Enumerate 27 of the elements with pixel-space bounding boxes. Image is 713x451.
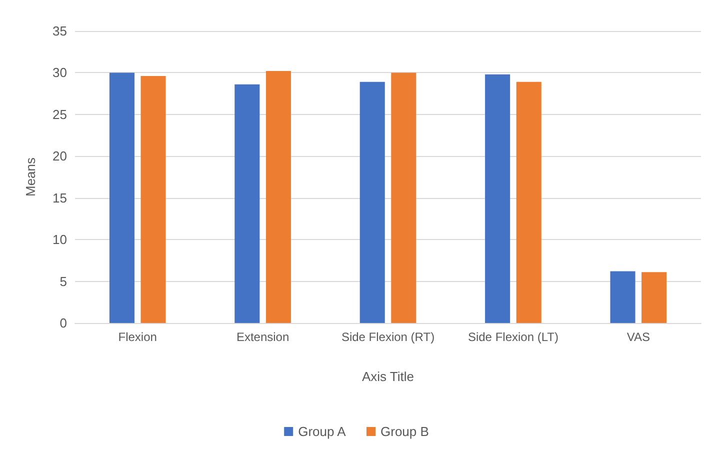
y-tick-label: 35 — [52, 24, 67, 38]
x-tick-label: Side Flexion (LT) — [468, 330, 558, 344]
y-tick-label: 25 — [52, 106, 67, 122]
bar — [516, 82, 542, 323]
bar — [391, 72, 416, 323]
x-axis-title: Axis Title — [362, 369, 414, 384]
bar — [234, 84, 260, 323]
x-tick-label: Flexion — [118, 330, 157, 344]
y-tick-label: 15 — [52, 190, 67, 206]
y-tick-label: 20 — [52, 148, 67, 164]
y-tick-label: 5 — [60, 274, 67, 289]
bar — [266, 71, 291, 323]
bar — [485, 74, 510, 323]
y-tick-label: 0 — [60, 316, 67, 330]
x-tick-label: Extension — [236, 330, 290, 344]
x-tick-label: VAS — [626, 330, 650, 344]
bar — [109, 72, 134, 323]
y-tick-label: 30 — [52, 65, 67, 80]
y-tick-label: 10 — [52, 232, 67, 248]
bar — [642, 272, 667, 323]
legend-label: Group B — [380, 424, 429, 439]
bar — [610, 271, 636, 323]
y-axis-title: Means — [23, 156, 38, 197]
x-tick-label: Side Flexion (RT) — [341, 330, 435, 344]
bar — [140, 76, 166, 323]
bar — [360, 82, 385, 323]
legend-label: Group A — [298, 424, 346, 439]
